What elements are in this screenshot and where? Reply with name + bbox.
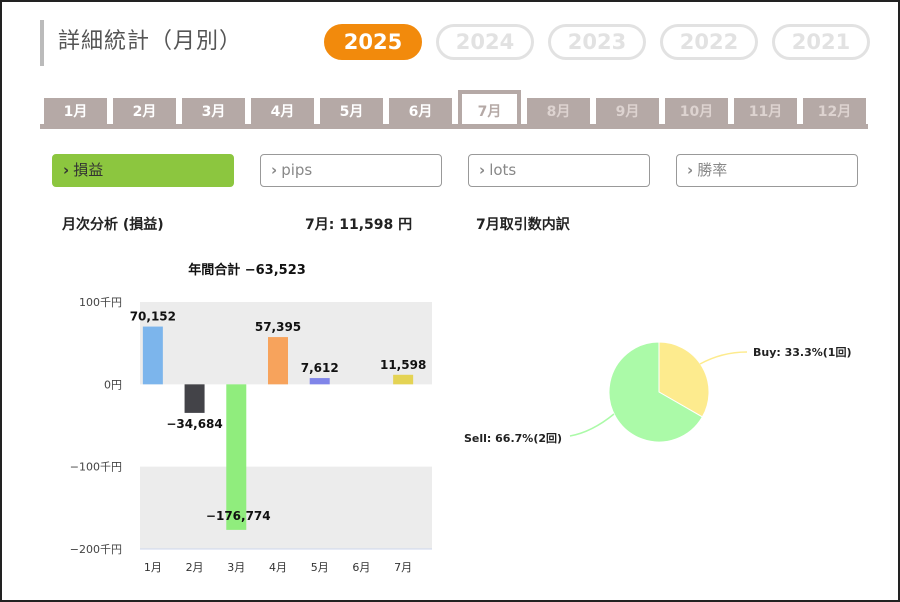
month-tab-5[interactable]: 5月 [320, 98, 383, 126]
metric-button-0[interactable]: › 損益 [52, 154, 234, 187]
metric-button-1[interactable]: › pips [260, 154, 442, 187]
monthly-pnl-bar-chart: 年間合計 −63,523 100千円 0円 −100千円 −200千円 1月 70,152 2… [70, 262, 432, 574]
page-title: 詳細統計（月別） [40, 20, 242, 66]
y-tick-label: −200千円 [70, 543, 122, 556]
month-tab-9[interactable]: 9月 [596, 98, 659, 126]
monthly-analysis-title: 月次分析 (損益) [62, 217, 164, 233]
plot-band [140, 466, 432, 549]
x-tick-label: 6月 [352, 561, 370, 574]
month-tab-2[interactable]: 2月 [113, 98, 176, 126]
bar-value-label: 57,395 [255, 320, 301, 334]
x-tick-label: 5月 [311, 561, 329, 574]
year-button-2021[interactable]: 2021 [772, 24, 870, 60]
year-button-2024[interactable]: 2024 [436, 24, 534, 60]
bar-value-label: 7,612 [301, 361, 339, 375]
month-tab-3[interactable]: 3月 [182, 98, 245, 126]
metric-button-3[interactable]: › 勝率 [676, 154, 858, 187]
x-tick-label: 1月 [144, 561, 162, 574]
tab-underline [40, 124, 868, 129]
year-button-2022[interactable]: 2022 [660, 24, 758, 60]
y-tick-label: 100千円 [79, 296, 122, 309]
sell-connector [569, 413, 615, 437]
month-tab-4[interactable]: 4月 [251, 98, 314, 126]
year-button-2025[interactable]: 2025 [324, 24, 422, 60]
pie-slice-2 [608, 341, 704, 443]
metric-selector: › 損益 › pips › lots › 勝率 [52, 154, 858, 187]
chevron-right-icon: › [271, 161, 278, 179]
metric-label: lots [489, 161, 517, 179]
month-tab-8[interactable]: 8月 [527, 98, 590, 126]
chevron-right-icon: › [687, 161, 694, 179]
month-tab-7[interactable]: 7月 [458, 90, 521, 124]
x-tick-label: 2月 [186, 561, 204, 574]
x-tick-label: 7月 [394, 561, 412, 574]
metric-label: 損益 [73, 161, 104, 179]
year-selector: 2025 2024 2023 2022 2021 [324, 24, 870, 60]
selected-month-value: 7月: 11,598 円 [305, 217, 413, 233]
month-tab-6[interactable]: 6月 [389, 98, 452, 126]
chevron-right-icon: › [479, 161, 486, 179]
month-tabs: 1月 2月 3月 4月 5月 6月 7月 8月 9月 10月 11月 12月 [44, 90, 866, 126]
bar-value-label: 70,152 [130, 310, 176, 324]
metric-button-2[interactable]: › lots [468, 154, 650, 187]
bar-value-label: −176,774 [206, 509, 271, 523]
trade-breakdown-pie-chart: Buy: 33.3%(1回) Sell: 66.7%(2回) [464, 341, 851, 445]
bar-1 [142, 326, 163, 385]
x-tick-label: 3月 [227, 561, 245, 574]
trade-breakdown-title: 7月取引数内訳 [476, 217, 570, 233]
bar-chart-title: 年間合計 −63,523 [188, 262, 306, 278]
x-tick-label: 4月 [269, 561, 287, 574]
metric-label: 勝率 [697, 161, 728, 179]
bar-value-label: −34,684 [166, 417, 222, 431]
month-tab-10[interactable]: 10月 [665, 98, 728, 126]
y-tick-label: 0円 [104, 378, 122, 391]
bar-value-label: 11,598 [380, 358, 426, 372]
bar-5 [309, 378, 330, 385]
buy-connector [699, 351, 748, 365]
bar-3 [226, 384, 247, 530]
pie-slice-1 [658, 341, 710, 418]
pie-label-sell: Sell: 66.7%(2回) [464, 431, 562, 445]
month-tab-12[interactable]: 12月 [803, 98, 866, 126]
metric-label: pips [281, 161, 313, 179]
bar-2 [184, 384, 205, 413]
month-tab-1[interactable]: 1月 [44, 98, 107, 126]
year-button-2023[interactable]: 2023 [548, 24, 646, 60]
bar-7 [393, 374, 414, 385]
month-tab-11[interactable]: 11月 [734, 98, 797, 126]
chevron-right-icon: › [63, 161, 70, 179]
bar-4 [268, 337, 288, 385]
y-tick-label: −100千円 [70, 461, 122, 474]
pie-label-buy: Buy: 33.3%(1回) [753, 345, 851, 359]
